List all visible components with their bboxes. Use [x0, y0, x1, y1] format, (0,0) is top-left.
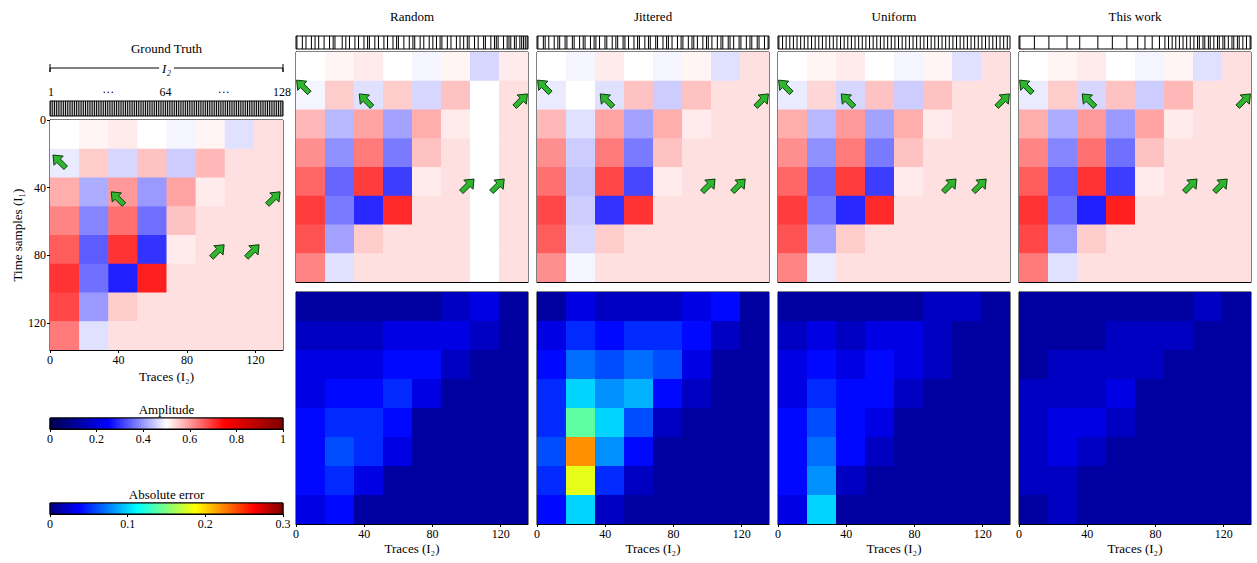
svg-text:0: 0 — [47, 432, 53, 446]
svg-text:1: 1 — [48, 85, 54, 99]
svg-text:Random: Random — [390, 9, 434, 24]
svg-text:0.1: 0.1 — [120, 517, 135, 531]
svg-text:0: 0 — [534, 527, 540, 541]
svg-text:0: 0 — [293, 527, 299, 541]
svg-text:0.4: 0.4 — [136, 432, 151, 446]
svg-text:0: 0 — [1016, 527, 1022, 541]
svg-text:0: 0 — [47, 353, 53, 367]
svg-text:Traces (I₂): Traces (I₂) — [626, 541, 681, 556]
svg-text:40: 40 — [358, 527, 370, 541]
svg-text:40: 40 — [599, 527, 611, 541]
svg-text:···: ··· — [102, 85, 114, 99]
svg-text:0: 0 — [775, 527, 781, 541]
svg-text:80: 80 — [426, 527, 438, 541]
svg-text:64: 64 — [160, 85, 172, 99]
svg-text:0.2: 0.2 — [198, 517, 213, 531]
svg-text:Ground Truth: Ground Truth — [131, 41, 203, 56]
svg-text:Traces (I₂): Traces (I₂) — [139, 369, 194, 384]
svg-text:I₂: I₂ — [161, 61, 171, 76]
svg-text:Traces (I₂): Traces (I₂) — [867, 541, 922, 556]
svg-text:120: 120 — [1215, 527, 1233, 541]
svg-text:40: 40 — [34, 181, 46, 195]
svg-text:0.6: 0.6 — [182, 432, 197, 446]
svg-text:0.2: 0.2 — [89, 432, 104, 446]
svg-text:120: 120 — [247, 353, 265, 367]
svg-text:120: 120 — [733, 527, 751, 541]
svg-text:Traces (I₂): Traces (I₂) — [1108, 541, 1163, 556]
svg-text:Absolute error: Absolute error — [129, 487, 205, 502]
svg-text:40: 40 — [840, 527, 852, 541]
svg-text:Jittered: Jittered — [634, 9, 673, 24]
svg-text:80: 80 — [667, 527, 679, 541]
svg-text:0.3: 0.3 — [276, 517, 291, 531]
svg-text:80: 80 — [1149, 527, 1161, 541]
svg-text:128: 128 — [273, 85, 291, 99]
svg-text:40: 40 — [1081, 527, 1093, 541]
svg-text:1: 1 — [280, 432, 286, 446]
svg-text:80: 80 — [181, 353, 193, 367]
svg-text:0: 0 — [40, 113, 46, 127]
svg-text:40: 40 — [113, 353, 125, 367]
svg-text:80: 80 — [34, 248, 46, 262]
svg-text:This work: This work — [1108, 9, 1162, 24]
svg-text:120: 120 — [28, 316, 46, 330]
svg-text:0.8: 0.8 — [229, 432, 244, 446]
svg-text:120: 120 — [492, 527, 510, 541]
svg-text:0: 0 — [47, 517, 53, 531]
svg-text:···: ··· — [218, 85, 230, 99]
svg-text:80: 80 — [908, 527, 920, 541]
svg-text:120: 120 — [974, 527, 992, 541]
svg-text:Time samples (I₁): Time samples (I₁) — [10, 189, 25, 282]
svg-text:Uniform: Uniform — [872, 9, 917, 24]
svg-text:Traces (I₂): Traces (I₂) — [385, 541, 440, 556]
svg-text:Amplitude: Amplitude — [139, 402, 195, 417]
